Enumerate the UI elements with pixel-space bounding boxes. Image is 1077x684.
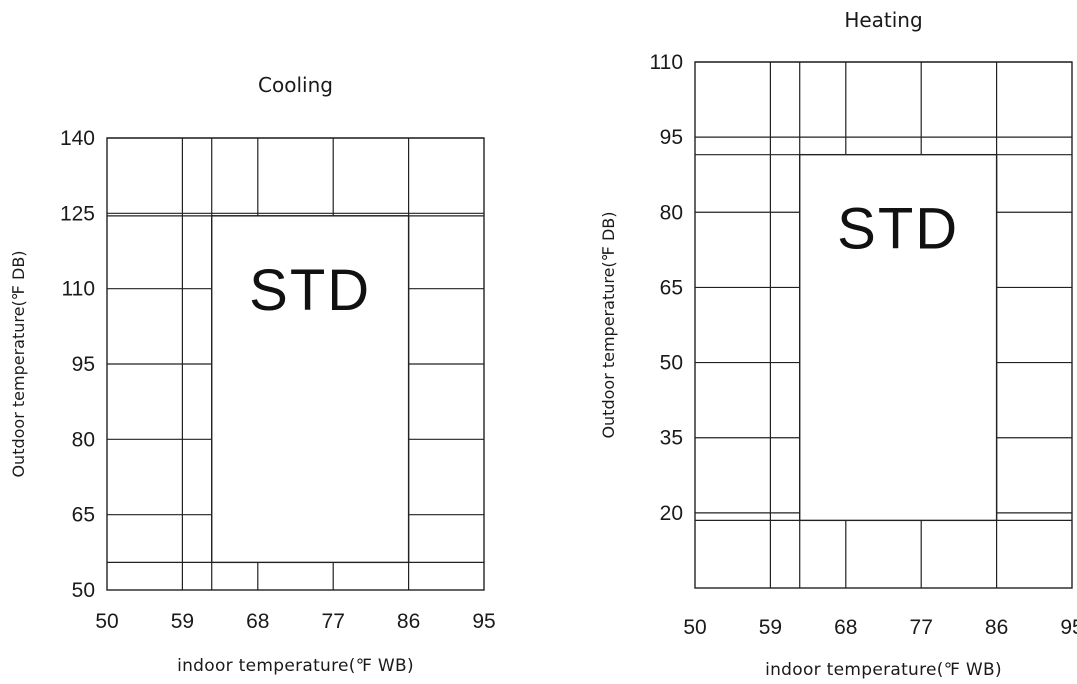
y-tick-label: 65 <box>660 276 683 299</box>
y-tick-label: 50 <box>660 352 683 375</box>
plot-frame <box>106 137 485 591</box>
cooling-chart: STD Cooling 50 59 68 77 86 95 50 65 80 95 110 125 140 i… <box>9 73 496 676</box>
x-tick-label: 77 <box>910 616 933 639</box>
x-tick-label: 95 <box>1060 616 1077 639</box>
y-tick-label: 140 <box>60 127 95 150</box>
x-tick-label: 59 <box>171 610 194 633</box>
plot-frame <box>694 61 1073 589</box>
x-axis-label: indoor temperature(℉ WB) <box>177 656 414 676</box>
x-tick-label: 77 <box>322 610 345 633</box>
y-axis-label: Outdoor temperature(℉ DB) <box>599 211 618 438</box>
y-tick-label: 65 <box>72 504 95 527</box>
x-axis-label: indoor temperature(℉ WB) <box>765 660 1002 680</box>
y-axis-label: Outdoor temperature(℉ DB) <box>9 250 28 477</box>
x-tick-label: 50 <box>95 610 118 633</box>
x-tick-label: 68 <box>246 610 269 633</box>
y-tick-label: 20 <box>660 502 683 525</box>
std-region-label: STD <box>249 258 371 323</box>
y-tick-label: 125 <box>60 202 95 225</box>
y-tick-label: 95 <box>72 353 95 376</box>
y-tick-label: 50 <box>72 579 95 602</box>
std-region-label: STD <box>837 197 959 262</box>
y-tick-label: 35 <box>660 427 683 450</box>
x-tick-label: 59 <box>759 616 782 639</box>
x-tick-label: 86 <box>985 616 1008 639</box>
y-tick-label: 110 <box>650 51 683 74</box>
chart-title: Cooling <box>258 73 333 97</box>
x-tick-label: 95 <box>472 610 495 633</box>
x-tick-label: 86 <box>397 610 420 633</box>
heating-chart: STD Heating 50 59 68 77 86 95 20 35 50 65 80 95 110 ind… <box>599 8 1077 680</box>
y-tick-label: 80 <box>72 428 95 451</box>
x-tick-label: 50 <box>683 616 706 639</box>
y-tick-label: 95 <box>660 126 683 149</box>
std-region <box>211 215 410 564</box>
chart-title: Heating <box>844 8 922 32</box>
x-tick-label: 68 <box>834 616 857 639</box>
y-tick-label: 80 <box>660 201 683 224</box>
y-tick-label: 110 <box>62 278 95 301</box>
std-region <box>799 153 998 522</box>
